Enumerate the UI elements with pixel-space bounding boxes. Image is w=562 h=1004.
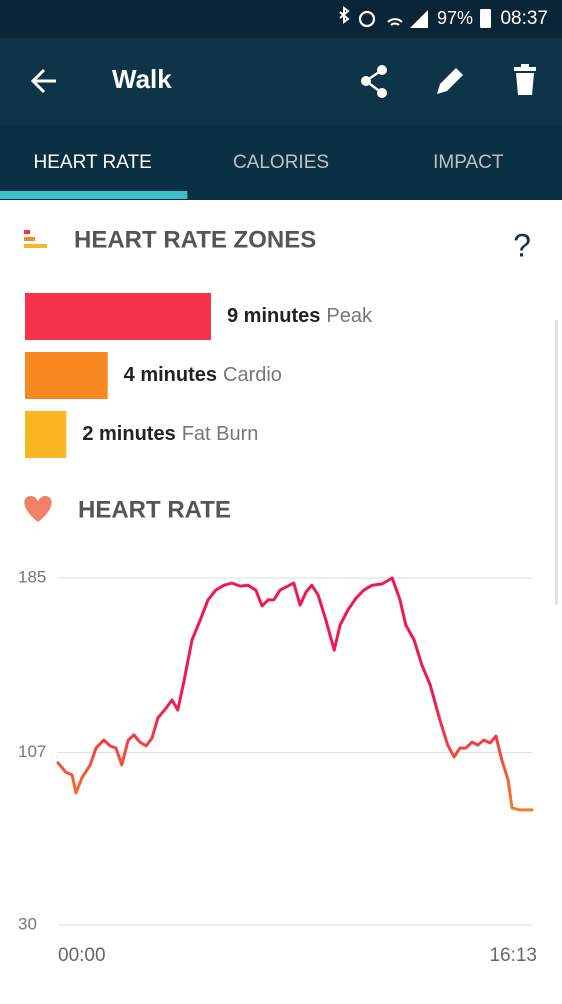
- heart-icon: [24, 496, 52, 522]
- section-title: HEART RATE: [78, 496, 231, 523]
- tab[interactable]: CALORIES: [233, 152, 329, 173]
- zone-label: 4 minutes Cardio: [124, 364, 282, 386]
- edit-button[interactable]: [437, 68, 463, 94]
- tab[interactable]: HEART RATE: [34, 152, 152, 173]
- zone-label: 2 minutes Fat Burn: [82, 423, 258, 445]
- y-tick-label: 107: [18, 742, 46, 761]
- status-bar: [0, 0, 562, 38]
- x-tick-label: 16:13: [489, 945, 537, 966]
- delete-button[interactable]: [514, 64, 536, 95]
- zone-label: 9 minutes Peak: [227, 305, 373, 327]
- tab-indicator: [0, 191, 188, 199]
- clock: 08:37: [500, 8, 548, 29]
- zone-duration: 2 minutes: [82, 423, 175, 445]
- battery-icon: [480, 9, 491, 28]
- zone-name: Peak: [326, 305, 373, 327]
- zone-duration: 4 minutes: [124, 364, 217, 386]
- help-button[interactable]: ?: [513, 227, 531, 263]
- battery-percent: 97%: [437, 8, 473, 28]
- y-tick-label: 30: [18, 914, 37, 933]
- zone-name: Fat Burn: [182, 423, 259, 445]
- zones-icon: [24, 230, 47, 248]
- zone-name: Cardio: [223, 364, 282, 386]
- status-icons: [339, 6, 428, 28]
- section-title: HEART RATE ZONES: [74, 226, 316, 253]
- back-button[interactable]: [30, 68, 56, 94]
- heart-rate-line: [56, 576, 534, 812]
- app-bar: [0, 38, 562, 125]
- share-button[interactable]: [361, 65, 387, 98]
- app-title: Walk: [112, 64, 172, 94]
- zone-bar: [25, 352, 108, 399]
- tab-bar: [0, 125, 562, 200]
- y-tick-label: 185: [18, 567, 46, 586]
- zone-bar: [25, 411, 67, 458]
- zone-duration: 9 minutes: [227, 305, 320, 327]
- tab[interactable]: IMPACT: [433, 152, 504, 173]
- x-tick-label: 00:00: [58, 945, 106, 966]
- scrollbar: [555, 320, 558, 605]
- zone-bar: [25, 293, 211, 340]
